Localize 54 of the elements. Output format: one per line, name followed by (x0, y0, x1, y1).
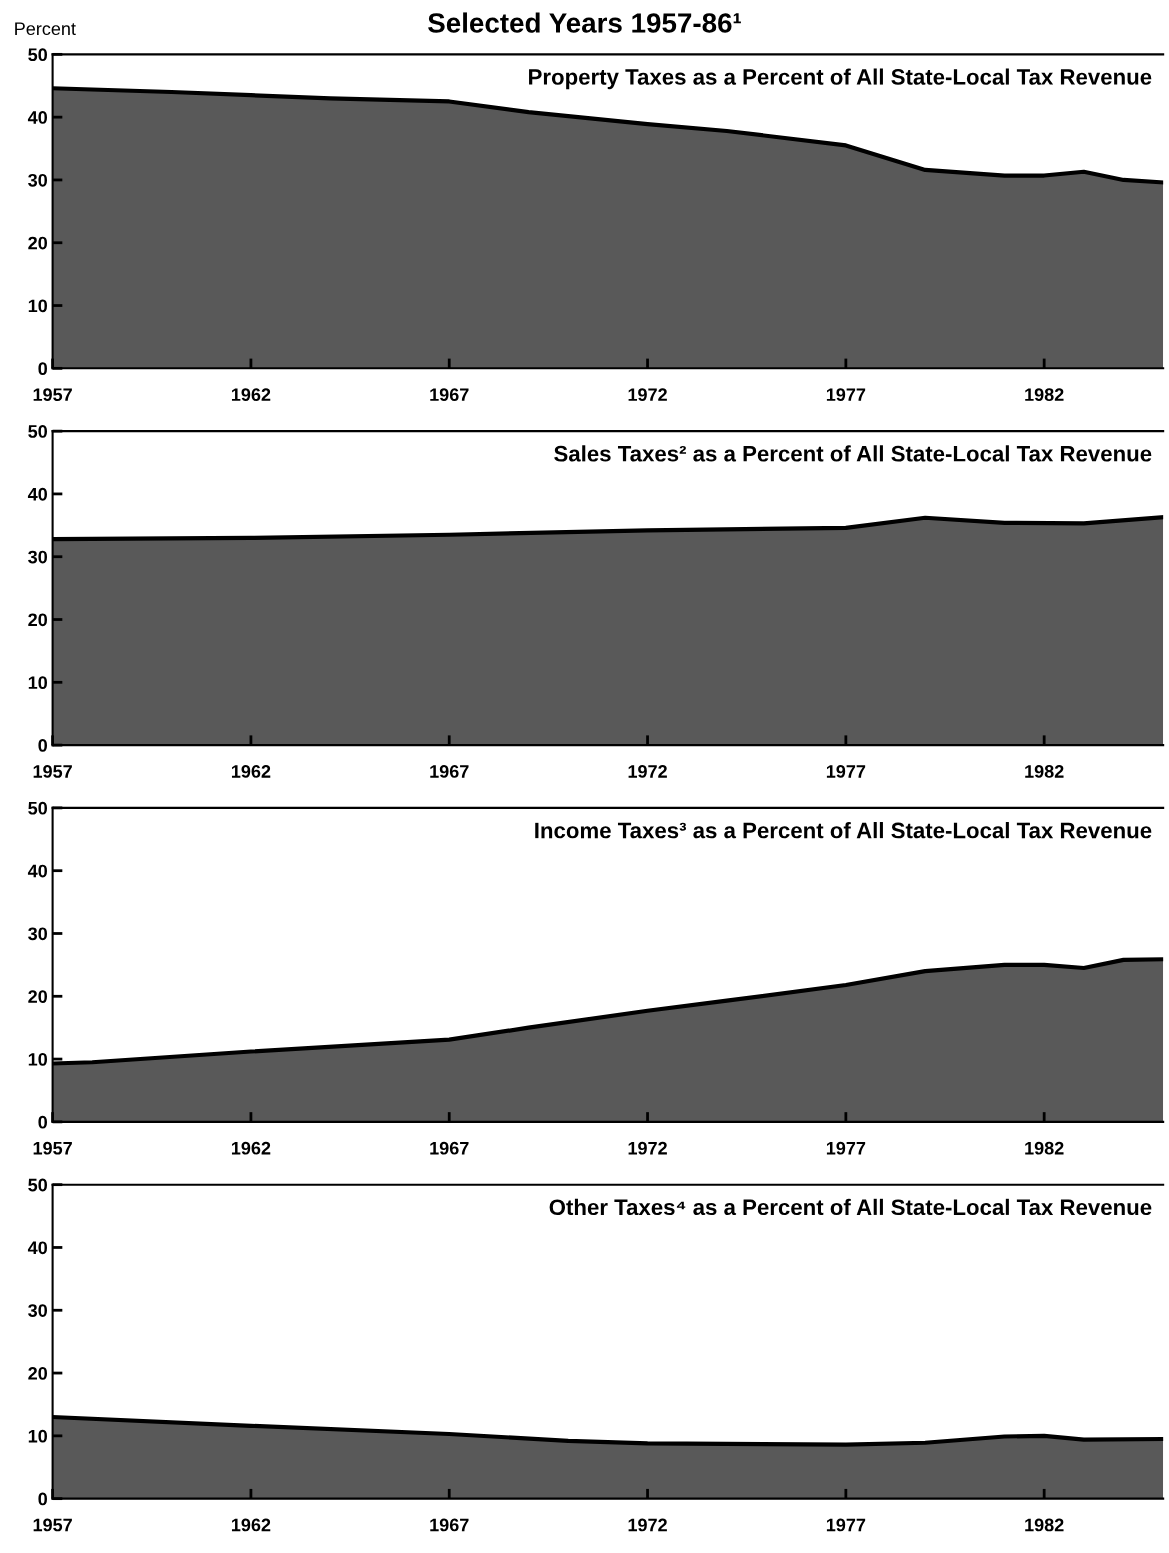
x-tick-label: 1962 (231, 1518, 271, 1532)
y-tick-label: 10 (28, 299, 48, 313)
y-tick-label: 0 (38, 1115, 47, 1129)
y-tick-label: 0 (38, 362, 47, 376)
y-tick-label: 50 (28, 801, 48, 815)
x-tick-label: 1972 (628, 1141, 667, 1155)
text: Property Taxes as a Percent of All State-Local Tax Revenue (529, 68, 1152, 90)
x-tick-label: 1957 (33, 765, 72, 778)
y-tick-label: 10 (28, 1053, 48, 1066)
text: Selected Years 1957-86¹ (428, 12, 741, 33)
x-tick-label: 1957 (33, 1518, 72, 1532)
text: Sales Taxes² as a Percent of All State-Local Tax Revenue (554, 445, 1152, 462)
y-tick-label: 20 (28, 236, 48, 250)
x-tick-label: 1957 (33, 388, 72, 402)
y-tick-label: 30 (28, 1304, 48, 1317)
x-tick-label: 1977 (826, 388, 866, 402)
x-tick-label: 1972 (628, 765, 667, 778)
y-tick-label: 40 (27, 864, 48, 878)
x-tick-label: 1977 (826, 1141, 866, 1155)
y-tick-label: 20 (28, 1366, 48, 1380)
x-tick-label: 1972 (628, 1518, 667, 1532)
x-tick-label: 1982 (1025, 765, 1064, 778)
y-tick-label: 50 (28, 1178, 48, 1192)
x-tick-label: 1982 (1025, 1518, 1064, 1532)
y-tick-label: 10 (28, 1429, 48, 1443)
y-tick-label: 0 (38, 1492, 47, 1506)
x-tick-label: 1962 (231, 1141, 271, 1155)
y-tick-label: 0 (38, 739, 47, 752)
x-tick-label: 1977 (826, 1518, 866, 1532)
y-tick-label: 30 (28, 173, 48, 187)
y-tick-label: 30 (28, 927, 48, 941)
x-tick-label: 1962 (231, 388, 271, 402)
y-tick-label: 40 (27, 1241, 48, 1255)
x-tick-label: 1982 (1025, 1141, 1064, 1155)
x-tick-label: 1967 (430, 388, 469, 402)
y-tick-label: 40 (27, 111, 48, 124)
y-axis-title: Percent (15, 22, 76, 36)
y-tick-label: 20 (28, 613, 48, 627)
y-tick-label: 40 (27, 487, 48, 501)
x-tick-label: 1967 (430, 765, 469, 778)
x-tick-label: 1982 (1025, 388, 1064, 402)
x-tick-label: 1972 (628, 388, 667, 402)
x-tick-label: 1967 (430, 1518, 469, 1532)
x-tick-label: 1967 (430, 1141, 469, 1155)
x-tick-label: 1957 (33, 1141, 72, 1155)
y-tick-label: 30 (28, 550, 48, 564)
text: Other Taxes⁴ as a Percent of All State-Local Tax Revenue (549, 1198, 1152, 1216)
text: Income Taxes³ as a Percent of All State-Local Tax Revenue (535, 822, 1152, 839)
y-tick-label: 50 (28, 48, 48, 62)
y-tick-label: 10 (28, 676, 48, 690)
x-tick-label: 1977 (826, 765, 866, 778)
y-tick-label: 20 (28, 990, 48, 1003)
x-tick-label: 1962 (231, 765, 271, 778)
y-tick-label: 50 (28, 425, 48, 438)
